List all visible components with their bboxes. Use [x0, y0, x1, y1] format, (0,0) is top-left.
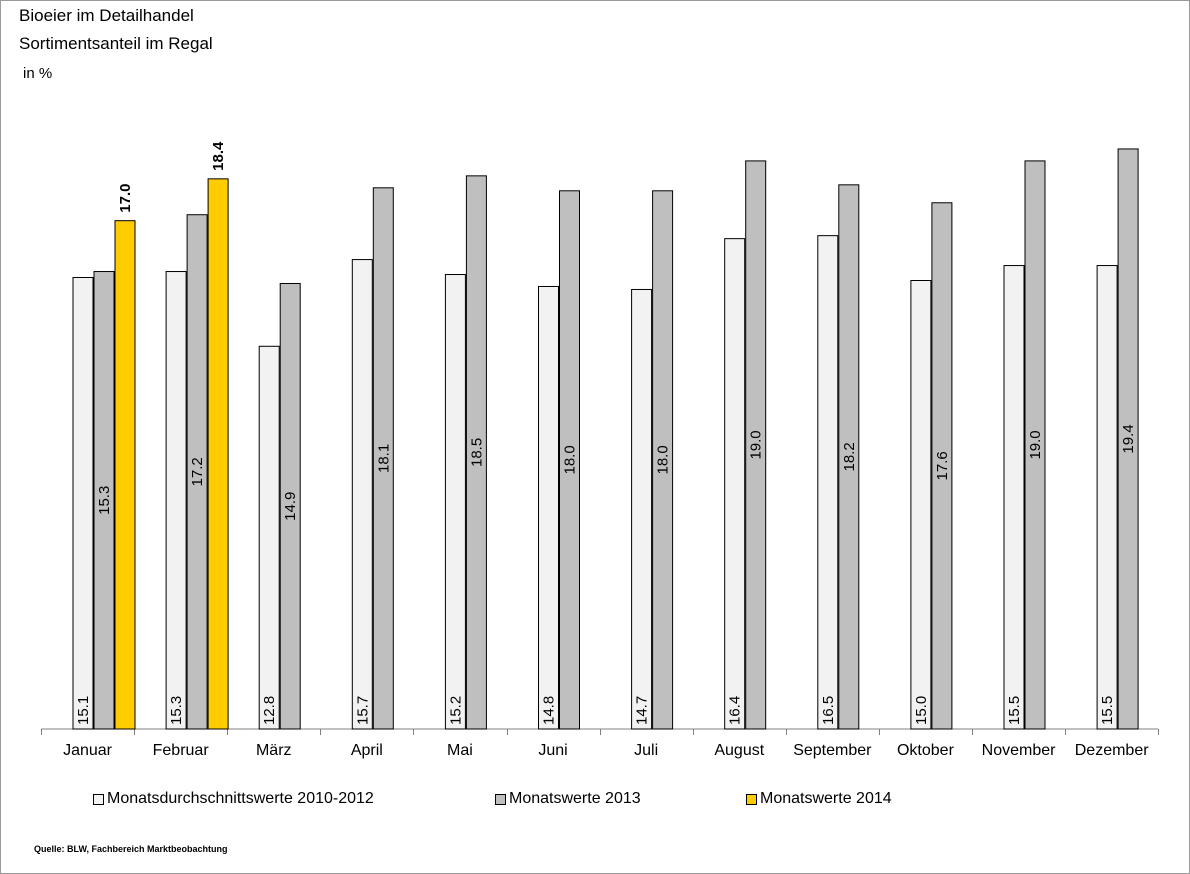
chart-title: Bioeier im Detailhandel — [19, 6, 194, 25]
bar — [538, 285, 559, 730]
data-label: 14.8 — [541, 696, 558, 725]
x-tick-label: April — [351, 742, 383, 759]
bar — [351, 259, 373, 730]
bar — [1096, 265, 1118, 730]
bar — [465, 175, 487, 730]
x-tick-label: November — [982, 742, 1056, 759]
bar — [910, 280, 932, 730]
legend-swatch — [93, 793, 104, 805]
data-label: 15.1 — [75, 696, 92, 725]
data-label: 15.0 — [913, 696, 930, 725]
legend-label: Monatswerte 2013 — [509, 790, 641, 807]
bar — [165, 271, 187, 730]
data-label: 18.2 — [841, 442, 858, 471]
data-label: 14.9 — [282, 492, 299, 521]
bar — [186, 214, 208, 730]
x-tick-label: Februar — [153, 742, 210, 759]
bar — [652, 190, 674, 730]
data-label: 18.4 — [210, 141, 227, 171]
unit-label: in % — [23, 65, 53, 82]
bar — [72, 277, 94, 730]
bar — [93, 271, 115, 730]
x-tick-label: Mai — [447, 742, 473, 759]
x-tick-label: Januar — [63, 742, 113, 759]
data-label: 15.2 — [447, 696, 464, 725]
bar — [724, 238, 746, 730]
data-label: 17.0 — [117, 183, 134, 212]
data-label: 16.5 — [820, 696, 837, 725]
data-label: 18.1 — [375, 444, 392, 473]
data-label: 15.5 — [1006, 696, 1023, 725]
data-label: 17.6 — [934, 451, 951, 480]
legend-swatch — [495, 793, 506, 805]
data-label: 14.7 — [634, 696, 651, 725]
legend: Monatsdurchschnittswerte 2010-2012 Monats… — [0, 790, 1190, 814]
data-label: 19.4 — [1120, 424, 1137, 453]
bar — [279, 282, 301, 730]
data-label: 18.0 — [562, 445, 579, 474]
bar — [631, 288, 653, 730]
data-label: 12.8 — [261, 696, 278, 725]
bar — [745, 160, 767, 730]
chart-subtitle: Sortimentsanteil im Regal — [19, 34, 213, 53]
source-note: Quelle: BLW, Fachbereich Marktbeobachtun… — [34, 844, 228, 854]
legend-label: Monatsdurchschnittswerte 2010-2012 — [107, 790, 374, 807]
data-label: 18.0 — [655, 445, 672, 474]
x-tick-label: Juli — [634, 742, 658, 759]
data-label: 15.5 — [1099, 696, 1116, 725]
bar-chart: Januar Februar März April Mai Juni Juli August S… — [41, 141, 1159, 759]
x-tick-label: September — [793, 742, 872, 759]
data-label: 17.2 — [189, 457, 206, 486]
data-label: 15.3 — [96, 486, 113, 515]
x-tick-label: August — [714, 742, 764, 759]
bar — [838, 184, 860, 730]
data-label: 15.3 — [168, 696, 185, 725]
bar — [114, 220, 136, 730]
data-label: 15.7 — [354, 696, 371, 725]
bar — [931, 202, 953, 730]
bar — [1117, 148, 1139, 730]
bar — [1024, 160, 1046, 730]
bar — [559, 190, 580, 730]
data-label: 18.5 — [468, 438, 485, 467]
legend-item: Monatsdurchschnittswerte 2010-2012 — [93, 790, 374, 808]
legend-swatch — [746, 793, 757, 805]
x-tick-label: Dezember — [1075, 742, 1149, 759]
x-tick-label: Oktober — [897, 742, 955, 759]
data-label: 19.0 — [748, 430, 765, 459]
legend-item: Monatswerte 2014 — [746, 790, 892, 808]
bar — [258, 345, 280, 730]
bar — [817, 235, 839, 730]
data-label: 16.4 — [727, 696, 744, 725]
bar — [207, 178, 229, 730]
data-label: 19.0 — [1027, 430, 1044, 459]
legend-item: Monatswerte 2013 — [495, 790, 641, 808]
bar — [1003, 265, 1025, 730]
legend-label: Monatswerte 2014 — [760, 790, 892, 807]
bar — [372, 187, 394, 730]
bar — [444, 274, 466, 730]
x-tick-label: März — [256, 742, 292, 759]
x-tick-label: Juni — [538, 742, 567, 759]
